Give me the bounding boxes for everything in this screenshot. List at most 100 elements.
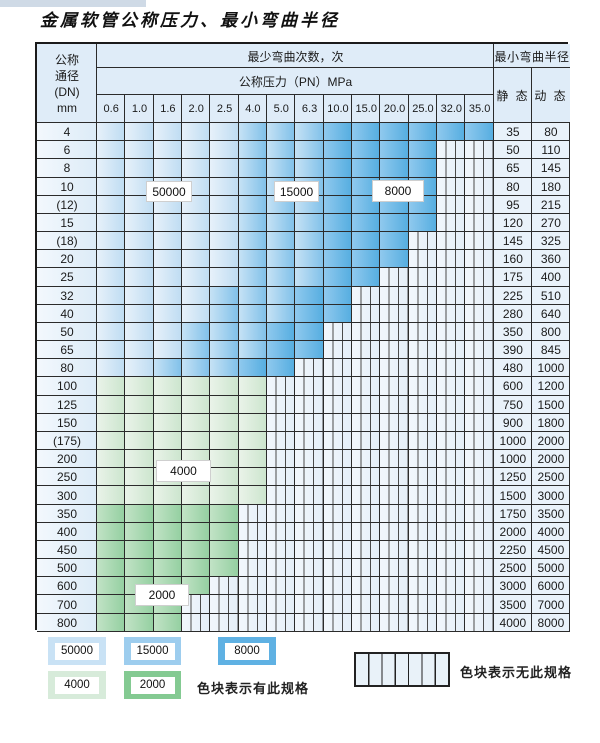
static-value: 120 — [493, 213, 532, 233]
spec-cell-g2 — [153, 504, 183, 523]
table-row: 300 1500 3000 — [37, 486, 570, 505]
spec-cell-b50 — [210, 232, 239, 251]
no-spec-cell — [380, 504, 409, 523]
spec-cell-g4 — [125, 486, 154, 505]
no-spec-cell — [352, 377, 381, 396]
no-spec-cell — [465, 540, 494, 560]
table-row: (18) 145 325 — [37, 232, 570, 251]
spec-cell-b8 — [408, 159, 438, 178]
no-spec-cell — [465, 341, 494, 360]
pressure-col-header: 32.0 — [437, 95, 466, 123]
spec-cell-g4 — [182, 413, 211, 432]
no-spec-cell — [323, 395, 353, 414]
spec-cell-b50 — [210, 177, 239, 196]
spec-cell-b15 — [182, 359, 211, 378]
no-spec-cell — [437, 141, 466, 160]
spec-cell-b8 — [352, 159, 381, 178]
pressure-columns-row: 0.6 1.0 1.6 2.0 2.5 4.0 5.0 6.3 10.0 15.0 20.0 25.0… — [97, 95, 494, 123]
no-spec-cell — [295, 377, 324, 396]
dynamic-value: 325 — [531, 232, 570, 251]
spec-cell-b8 — [267, 341, 296, 360]
table-row: 200 1000 2000 — [37, 450, 570, 469]
no-spec-cell — [295, 486, 324, 505]
static-value: 750 — [493, 395, 532, 414]
no-spec-cell — [408, 577, 438, 596]
no-spec-cell — [465, 431, 494, 451]
pressure-col-header: 1.6 — [153, 95, 183, 123]
legend-available-text: 色块表示有此规格 — [197, 681, 310, 696]
no-spec-cell — [437, 559, 466, 578]
spec-cell-b50 — [182, 213, 211, 233]
no-spec-cell — [352, 504, 381, 523]
no-spec-cell — [437, 159, 466, 178]
dn-cell: 200 — [37, 450, 97, 469]
spec-cell-b50 — [125, 141, 154, 160]
no-spec-cell — [437, 468, 466, 487]
no-spec-cell — [295, 613, 324, 632]
spec-cell-b50 — [210, 250, 239, 269]
legend-block-2000: 2000 — [124, 671, 181, 699]
spec-cell-b8 — [323, 304, 353, 323]
no-spec-cell — [380, 431, 409, 451]
spec-cell-b8 — [380, 159, 409, 178]
spec-cell-b8 — [295, 322, 324, 342]
dynamic-value: 4500 — [531, 540, 570, 560]
pressure-col-header: 0.6 — [97, 95, 126, 123]
no-spec-cell — [465, 268, 494, 287]
table-row: 32 225 510 — [37, 286, 570, 305]
legend-block-15000: 15000 — [124, 637, 181, 665]
dn-cell: 25 — [37, 268, 97, 287]
spec-cell-b50 — [182, 286, 211, 305]
no-spec-cell — [437, 431, 466, 451]
no-spec-cell — [437, 413, 466, 432]
band-count-label: 50000 — [146, 181, 192, 202]
no-spec-cell — [437, 613, 466, 632]
spec-cell-b15 — [238, 268, 268, 287]
spec-cell-g4 — [238, 377, 268, 396]
spec-cell-b15 — [238, 195, 268, 214]
dn-cell: 40 — [37, 304, 97, 323]
no-spec-cell — [465, 468, 494, 487]
static-value: 175 — [493, 268, 532, 287]
no-spec-cell — [352, 595, 381, 614]
static-value: 4000 — [493, 613, 532, 632]
no-spec-cell — [352, 304, 381, 323]
spec-cell-b50 — [97, 268, 126, 287]
spec-cell-b8 — [323, 250, 353, 269]
spec-cell-b15 — [295, 268, 324, 287]
spec-cell-g2 — [125, 522, 154, 541]
spec-cell-b8 — [437, 123, 466, 142]
no-spec-cell — [465, 595, 494, 614]
dn-cell: 50 — [37, 322, 97, 342]
no-spec-cell — [380, 613, 409, 632]
dynamic-value: 1200 — [531, 377, 570, 396]
no-spec-cell — [408, 450, 438, 469]
no-spec-cell — [408, 322, 438, 342]
spec-cell-b8 — [380, 123, 409, 142]
static-value: 65 — [493, 159, 532, 178]
no-spec-cell — [380, 577, 409, 596]
spec-cell-b50 — [210, 123, 239, 142]
spec-cell-b15 — [267, 268, 296, 287]
spec-cell-b8 — [267, 322, 296, 342]
spec-cell-b8 — [352, 213, 381, 233]
spec-cell-b15 — [182, 341, 211, 360]
dynamic-value: 800 — [531, 322, 570, 342]
spec-cell-g4 — [97, 486, 126, 505]
no-spec-cell — [182, 595, 211, 614]
no-spec-cell — [352, 359, 381, 378]
spec-cell-g4 — [153, 413, 183, 432]
table-row: 450 2250 4500 — [37, 540, 570, 560]
no-spec-cell — [295, 504, 324, 523]
no-spec-cell — [323, 359, 353, 378]
no-spec-cell — [380, 540, 409, 560]
spec-cell-g4 — [97, 468, 126, 487]
static-value: 3000 — [493, 577, 532, 596]
spec-cell-b50 — [97, 304, 126, 323]
dn-cell: 450 — [37, 540, 97, 560]
table-row: 4 35 80 — [37, 123, 570, 142]
table-row: 25 175 400 — [37, 268, 570, 287]
spec-cell-b15 — [238, 123, 268, 142]
no-spec-cell — [238, 559, 268, 578]
no-spec-cell — [210, 595, 239, 614]
